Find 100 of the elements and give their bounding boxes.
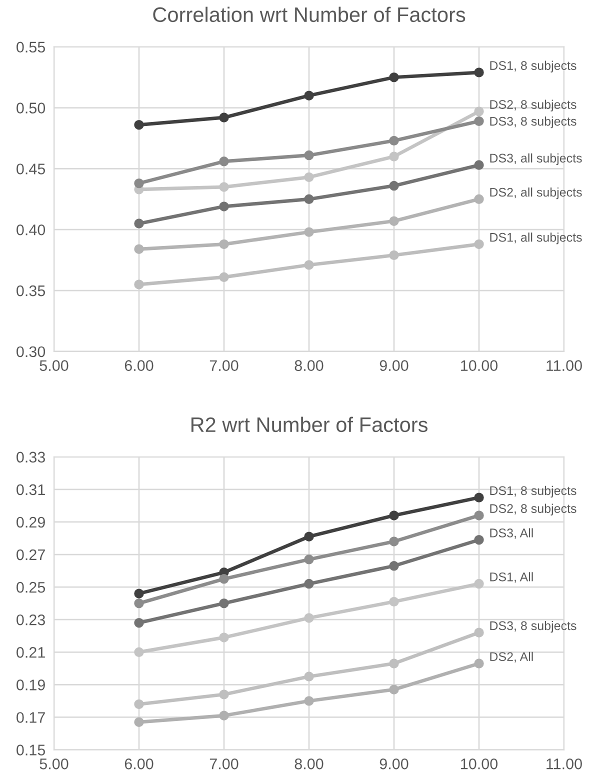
- series-label: DS2, all subjects: [490, 188, 582, 200]
- point: [219, 574, 229, 584]
- point: [474, 68, 484, 78]
- x-tick-label: 5.00: [40, 360, 68, 372]
- point: [134, 244, 144, 254]
- series-label: DS2, All: [490, 652, 533, 663]
- point: [219, 690, 229, 700]
- point: [219, 598, 229, 608]
- point: [304, 578, 314, 589]
- x-tick-label: 6.00: [124, 758, 154, 770]
- point: [219, 182, 229, 192]
- point: [219, 202, 229, 212]
- point: [389, 596, 399, 607]
- point: [474, 239, 484, 250]
- x-tick-label: 9.00: [380, 360, 408, 372]
- point: [304, 696, 314, 706]
- y-tick-label: 0.33: [16, 452, 45, 463]
- point: [304, 613, 314, 623]
- x-tick-label: 8.00: [294, 758, 324, 770]
- point: [134, 178, 144, 188]
- point: [134, 218, 144, 228]
- point: [389, 216, 399, 226]
- y-tick-label: 0.40: [16, 224, 46, 236]
- point: [389, 536, 399, 546]
- y-tick-label: 0.29: [16, 516, 45, 528]
- y-tick-label: 0.15: [16, 744, 46, 756]
- point: [474, 535, 484, 545]
- point: [304, 672, 314, 682]
- x-tick-label: 10.00: [461, 360, 498, 372]
- y-tick-label: 0.25: [16, 582, 46, 593]
- point: [474, 492, 484, 502]
- point: [304, 172, 314, 182]
- y-tick-label: 0.30: [16, 346, 46, 358]
- y-tick-label: 0.17: [16, 712, 45, 723]
- x-tick-label: 10.00: [461, 758, 498, 770]
- series-label: DS3, all subjects: [490, 153, 582, 166]
- point: [304, 532, 314, 542]
- x-tick-label: 6.00: [124, 360, 154, 372]
- x-tick-label: 11.00: [546, 758, 582, 770]
- point: [134, 618, 144, 628]
- x-tick-label: 11.00: [546, 360, 582, 372]
- series-label: DS3, All: [490, 528, 533, 539]
- point: [134, 717, 144, 727]
- point: [474, 658, 484, 668]
- point: [389, 136, 399, 146]
- chart-title: Correlation wrt Number of Factors: [153, 6, 466, 22]
- series-label: DS1, all subjects: [490, 232, 582, 244]
- x-tick-label: 8.00: [294, 360, 324, 372]
- y-tick-label: 0.31: [16, 484, 45, 496]
- y-tick-label: 0.27: [16, 549, 45, 560]
- point: [134, 647, 144, 657]
- point: [389, 658, 399, 668]
- y-tick-label: 0.21: [16, 647, 45, 658]
- point: [474, 628, 484, 638]
- point: [474, 578, 484, 589]
- point: [474, 160, 484, 170]
- point: [304, 150, 314, 160]
- point: [474, 116, 484, 126]
- point: [389, 180, 399, 191]
- point: [219, 156, 229, 166]
- point: [304, 90, 314, 100]
- point: [304, 260, 314, 270]
- point: [389, 152, 399, 162]
- y-tick-label: 0.23: [16, 614, 45, 626]
- point: [219, 239, 229, 250]
- series-label: DS3, 8 subjects: [490, 620, 576, 633]
- point: [389, 510, 399, 520]
- chart-title: R2 wrt Number of Factors: [191, 416, 428, 432]
- point: [219, 632, 229, 642]
- y-tick-label: 0.19: [16, 680, 45, 690]
- point: [389, 684, 399, 694]
- x-tick-label: 9.00: [380, 758, 408, 770]
- y-tick-label: 0.50: [16, 102, 46, 114]
- point: [389, 561, 399, 571]
- point: [134, 588, 144, 598]
- point: [134, 699, 144, 710]
- point: [134, 598, 144, 608]
- y-tick-label: 0.55: [16, 42, 46, 53]
- series-label: DS1, 8 subjects: [490, 486, 576, 498]
- point: [389, 72, 399, 82]
- series-label: DS1, All: [490, 572, 533, 583]
- point: [474, 510, 484, 520]
- x-tick-label: 7.00: [210, 758, 238, 770]
- point: [304, 194, 314, 204]
- y-tick-label: 0.45: [16, 164, 46, 174]
- point: [219, 710, 229, 720]
- x-tick-label: 5.00: [40, 758, 68, 770]
- point: [474, 194, 484, 204]
- series-label: DS2, 8 subjects: [490, 100, 576, 112]
- point: [474, 106, 484, 116]
- point: [304, 227, 314, 237]
- point: [389, 250, 399, 260]
- point: [304, 554, 314, 564]
- y-tick-label: 0.35: [16, 285, 46, 296]
- point: [134, 280, 144, 290]
- point: [219, 112, 229, 122]
- series-label: DS3, 8 subjects: [490, 116, 576, 128]
- series-label: DS2, 8 subjects: [490, 504, 576, 516]
- point: [134, 120, 144, 130]
- point: [219, 272, 229, 282]
